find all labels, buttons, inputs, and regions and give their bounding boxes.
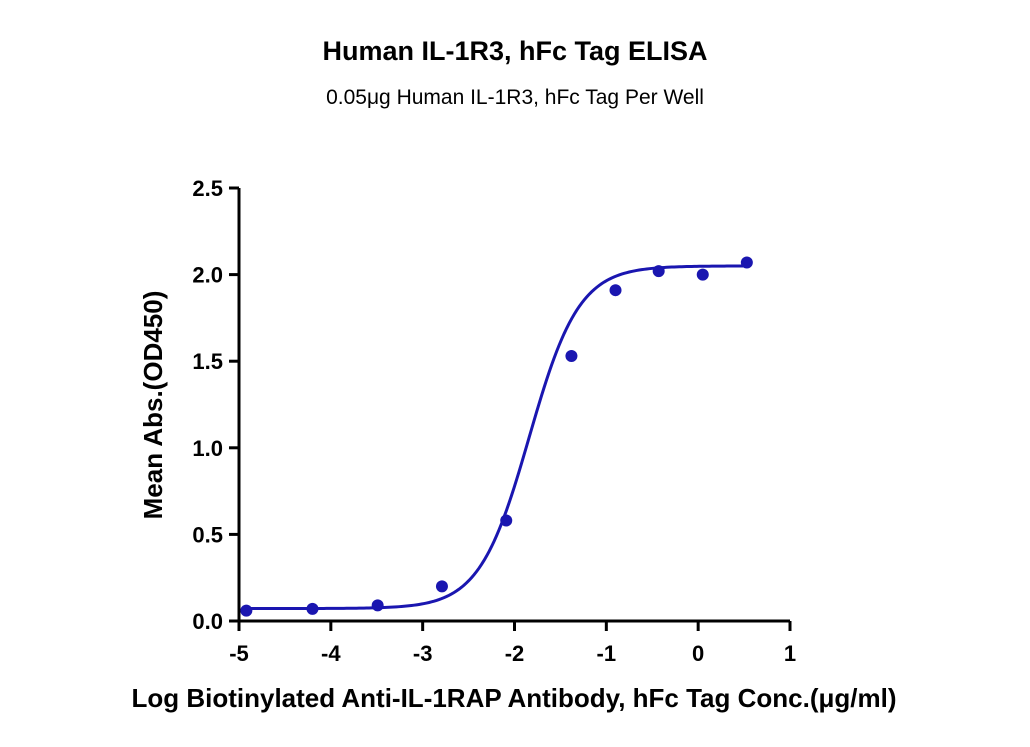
x-axis-title: Log Biotinylated Anti-IL-1RAP Antibody, …	[131, 683, 896, 713]
chart-subtitle: 0.05μg Human IL-1R3, hFc Tag Per Well	[326, 86, 704, 109]
y-tick-label: 1.0	[192, 436, 223, 461]
data-point	[435, 580, 448, 593]
data-point	[565, 350, 578, 363]
y-axis-ticks: 0.0 0.5 1.0 1.5 2.0 2.5	[192, 176, 239, 634]
data-point	[696, 268, 709, 281]
y-axis-title: Mean Abs.(OD450)	[138, 291, 168, 520]
data-point	[652, 265, 665, 278]
fit-curve	[246, 264, 747, 611]
y-tick-label: 0.0	[192, 609, 223, 634]
x-axis-ticks: -5 -4 -3 -2 -1 0 1	[229, 621, 796, 666]
data-point	[240, 604, 253, 617]
data-points	[240, 256, 753, 617]
data-point	[500, 514, 513, 527]
y-tick-label: 2.5	[192, 176, 223, 201]
x-tick-label: -3	[413, 641, 433, 666]
data-point	[306, 602, 319, 615]
y-tick-label: 0.5	[192, 522, 223, 547]
data-point	[740, 256, 753, 269]
x-tick-label: -1	[597, 641, 617, 666]
y-tick-label: 2.0	[192, 263, 223, 288]
y-tick-label: 1.5	[192, 349, 223, 374]
data-point	[609, 284, 622, 297]
x-tick-label: 0	[692, 641, 704, 666]
axes	[237, 188, 790, 623]
x-tick-label: -5	[229, 641, 249, 666]
x-tick-label: -4	[321, 641, 341, 666]
x-tick-label: -2	[505, 641, 525, 666]
chart-title: Human IL-1R3, hFc Tag ELISA	[322, 36, 707, 66]
x-tick-label: 1	[784, 641, 796, 666]
data-point	[371, 599, 384, 612]
